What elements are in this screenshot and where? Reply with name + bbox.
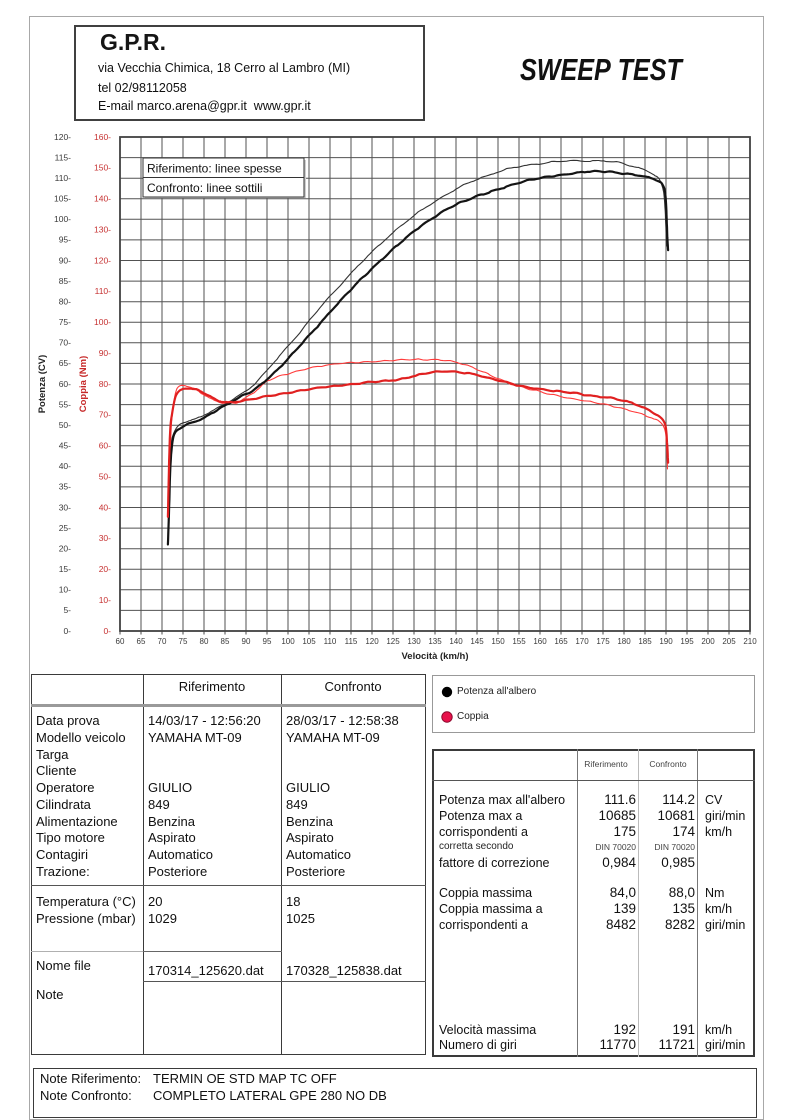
svg-text:60: 60 [116,637,125,646]
svg-text:0-: 0- [103,626,111,636]
svg-text:180: 180 [617,637,631,646]
svg-text:30-: 30- [99,533,111,543]
svg-text:60-: 60- [99,441,111,451]
svg-text:130-: 130- [94,224,111,234]
svg-text:195: 195 [680,637,694,646]
svg-text:5-: 5- [63,605,71,615]
svg-text:75-: 75- [59,317,71,327]
svg-text:0-: 0- [63,626,71,636]
svg-text:Potenza (CV): Potenza (CV) [37,355,48,414]
svg-text:35-: 35- [59,482,71,492]
svg-text:10-: 10- [99,595,111,605]
svg-text:90: 90 [242,637,251,646]
svg-text:15-: 15- [59,564,71,574]
svg-text:60-: 60- [59,379,71,389]
svg-text:100: 100 [281,637,295,646]
svg-text:125: 125 [386,637,400,646]
svg-text:130: 130 [407,637,421,646]
svg-text:65: 65 [137,637,146,646]
svg-text:100-: 100- [94,317,111,327]
svg-text:105-: 105- [54,194,71,204]
svg-text:Confronto: linee sottili: Confronto: linee sottili [147,181,262,195]
svg-text:100-: 100- [54,214,71,224]
svg-text:115: 115 [345,637,358,646]
svg-text:65-: 65- [59,358,71,368]
svg-text:185: 185 [638,637,652,646]
svg-text:140: 140 [449,637,463,646]
svg-text:160-: 160- [94,132,111,142]
svg-text:90-: 90- [59,255,71,265]
svg-text:Coppia (Nm): Coppia (Nm) [78,356,89,412]
svg-text:85: 85 [221,637,230,646]
svg-text:Velocità (km/h): Velocità (km/h) [401,651,468,662]
svg-text:20-: 20- [99,564,111,574]
svg-text:145: 145 [470,637,484,646]
svg-text:10-: 10- [59,585,71,595]
svg-text:40-: 40- [59,461,71,471]
svg-text:150: 150 [491,637,505,646]
svg-text:20-: 20- [59,544,71,554]
svg-text:75: 75 [179,637,188,646]
svg-text:45-: 45- [59,441,71,451]
svg-text:190: 190 [659,637,673,646]
svg-text:70: 70 [158,637,167,646]
svg-text:210: 210 [743,637,757,646]
svg-text:110-: 110- [55,173,72,183]
svg-text:160: 160 [533,637,547,646]
svg-text:40-: 40- [99,502,111,512]
svg-text:50-: 50- [59,420,71,430]
svg-text:120: 120 [365,637,379,646]
svg-text:90-: 90- [99,348,111,358]
svg-text:80: 80 [200,637,209,646]
svg-text:30-: 30- [59,502,71,512]
svg-text:85-: 85- [59,276,71,286]
svg-text:155: 155 [512,637,526,646]
svg-text:55-: 55- [59,399,71,409]
svg-text:95-: 95- [59,235,71,245]
svg-text:205: 205 [722,637,736,646]
svg-text:175: 175 [596,637,610,646]
svg-text:150-: 150- [94,163,111,173]
svg-text:115-: 115- [55,152,72,162]
svg-text:Riferimento: linee spesse: Riferimento: linee spesse [147,162,282,176]
svg-text:25-: 25- [59,523,71,533]
svg-text:110-: 110- [95,286,112,296]
svg-text:80-: 80- [99,379,111,389]
svg-text:170: 170 [575,637,589,646]
svg-text:70-: 70- [99,410,111,420]
svg-text:80-: 80- [59,297,71,307]
svg-text:120-: 120- [54,132,71,142]
svg-text:105: 105 [302,637,316,646]
svg-text:70-: 70- [59,338,71,348]
svg-text:140-: 140- [94,194,111,204]
svg-text:120-: 120- [94,255,111,265]
svg-text:200: 200 [701,637,715,646]
svg-text:165: 165 [554,637,568,646]
svg-text:135: 135 [428,637,442,646]
svg-text:95: 95 [263,637,272,646]
svg-text:110: 110 [324,637,337,646]
svg-text:50-: 50- [99,471,111,481]
